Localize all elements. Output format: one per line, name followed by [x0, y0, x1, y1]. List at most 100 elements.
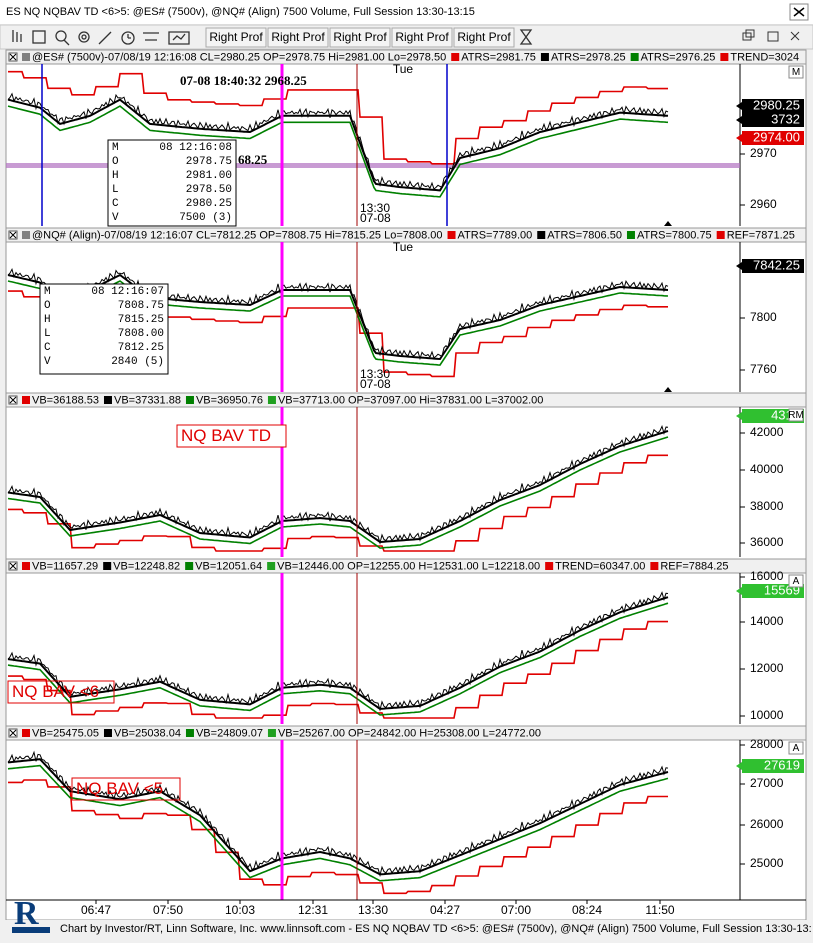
- toolbar-button[interactable]: [267, 27, 329, 48]
- price-label-pointer: [736, 102, 742, 110]
- legend-swatch: [103, 729, 112, 737]
- annotation-text: NQ BAV TD: [181, 426, 271, 445]
- header-value: VB=37713.00 OP=37097.00 Hi=37831.00 L=37…: [278, 394, 543, 406]
- toolbar-button[interactable]: [205, 27, 267, 48]
- toolbar-button-label[interactable]: Right Prof: [395, 30, 449, 44]
- x-tick-label: 10:03: [225, 903, 255, 917]
- header-value: ATRS=2978.25: [551, 51, 626, 63]
- header-value: VB=12248.82: [113, 560, 180, 572]
- legend-swatch: [103, 396, 112, 404]
- session-label: 07-08: [360, 211, 391, 225]
- corner-button[interactable]: [788, 408, 804, 422]
- ohlc-key: H: [112, 170, 119, 182]
- y-tick-label: 7760: [750, 362, 777, 376]
- title-bar: [0, 0, 813, 24]
- ohlc-key: M: [44, 286, 51, 298]
- legend-swatch: [185, 729, 194, 737]
- ohlc-key: M: [112, 142, 119, 154]
- legend-swatch: [630, 53, 639, 61]
- toolbar-button[interactable]: [391, 27, 453, 48]
- price-label-pointer: [736, 762, 742, 770]
- header-value: ATRS=2976.25: [641, 51, 716, 63]
- toolbar-button-label[interactable]: Right Prof: [333, 30, 387, 44]
- legend-swatch: [720, 53, 729, 61]
- ohlc-key: O: [44, 300, 51, 312]
- ohlc-key: H: [44, 314, 51, 326]
- session-label: 13:30: [360, 201, 390, 215]
- corner-button-label[interactable]: A: [793, 743, 800, 754]
- pane-close-x[interactable]: [9, 729, 17, 737]
- price-label-pointer: [736, 262, 742, 270]
- legend-swatch: [540, 53, 549, 61]
- corner-button[interactable]: [788, 574, 804, 588]
- price-label: 3732: [771, 111, 800, 126]
- mdi-buttons[interactable]: [742, 29, 800, 42]
- green-band-line: [7, 602, 669, 716]
- price-label: 7842.25: [753, 257, 800, 272]
- annotation-text: NQ BAV <5: [76, 779, 163, 798]
- pane-header: [5, 725, 807, 741]
- x-tick-label: 06:47: [81, 903, 111, 917]
- price-label-box: [742, 113, 804, 127]
- toolbar-button-label[interactable]: Right Prof: [457, 30, 511, 44]
- legend-swatch: [103, 562, 112, 570]
- close-button[interactable]: [789, 3, 809, 21]
- corner-button-label[interactable]: RM: [788, 410, 804, 421]
- pane-close-x[interactable]: [9, 396, 17, 404]
- header-value: VB=12051.64: [195, 560, 262, 572]
- ohlc-key: C: [112, 198, 119, 210]
- price-label-box: [742, 759, 804, 773]
- header-value: VB=12446.00 OP=12255.00 H=12531.00 L=122…: [277, 560, 540, 572]
- price-bars: [7, 267, 669, 361]
- price-label-box: [742, 131, 804, 145]
- toolbar-button[interactable]: [329, 27, 391, 48]
- legend-swatch: [447, 231, 456, 239]
- corner-button-label[interactable]: A: [793, 576, 800, 587]
- red-stop-line: [8, 620, 668, 719]
- ohlc-value: 2981.00: [186, 170, 232, 182]
- cursor-label: 07-08 18:40:32 2968.25: [180, 73, 307, 88]
- legend-swatch: [22, 729, 30, 737]
- legend-swatch: [22, 53, 30, 61]
- header-value: VB=36950.76: [196, 394, 263, 406]
- ohlc-value: 7812.25: [118, 342, 164, 354]
- corner-button[interactable]: [788, 65, 804, 79]
- price-label: 2974.00: [753, 129, 800, 144]
- annotation-box: [71, 777, 181, 801]
- legend-swatch: [716, 231, 725, 239]
- ohlc-key: V: [112, 212, 119, 224]
- pane-header: [5, 392, 807, 408]
- header-value: TREND=60347.00: [555, 560, 645, 572]
- day-label: Tue: [393, 62, 414, 76]
- header-value: ATRS=2981.75: [461, 51, 536, 63]
- header-value: REF=7871.25: [727, 229, 795, 241]
- ohlc-key: O: [112, 156, 119, 168]
- scroll-marker: [664, 387, 672, 392]
- legend-swatch: [22, 231, 30, 239]
- chart-pane: @NQ# (Align)-07/08/19 12:16:07 CL=7812.2…: [5, 227, 807, 392]
- ohlc-value: 7808.00: [118, 328, 164, 340]
- toolbar-button[interactable]: [453, 27, 515, 48]
- pane-close-x[interactable]: [9, 231, 17, 239]
- legend-swatch: [626, 231, 635, 239]
- green-band-line: [7, 280, 669, 366]
- header-value: ATRS=7789.00: [458, 229, 533, 241]
- toolbar-button-label[interactable]: Right Prof: [209, 30, 263, 44]
- toolbar-icons[interactable]: [12, 29, 533, 46]
- y-tick-label: 2960: [750, 197, 777, 211]
- y-tick-label: 28000: [750, 737, 784, 751]
- y-tick-label: 12000: [750, 661, 784, 675]
- toolbar-button-label[interactable]: Right Prof: [271, 30, 325, 44]
- pane-close-x[interactable]: [9, 562, 17, 570]
- header-value: ATRS=7806.50: [547, 229, 622, 241]
- ohlc-box: [107, 139, 237, 227]
- corner-button[interactable]: [788, 741, 804, 755]
- session-label: 13:30: [360, 367, 390, 381]
- x-tick-label: 08:24: [572, 903, 602, 917]
- pane-close-x[interactable]: [9, 53, 17, 61]
- pane-header: [5, 49, 807, 65]
- corner-button-label[interactable]: M: [792, 67, 800, 78]
- footer-text: Chart by Investor/RT, Linn Software, Inc…: [60, 923, 812, 935]
- price-label-box: [742, 99, 804, 113]
